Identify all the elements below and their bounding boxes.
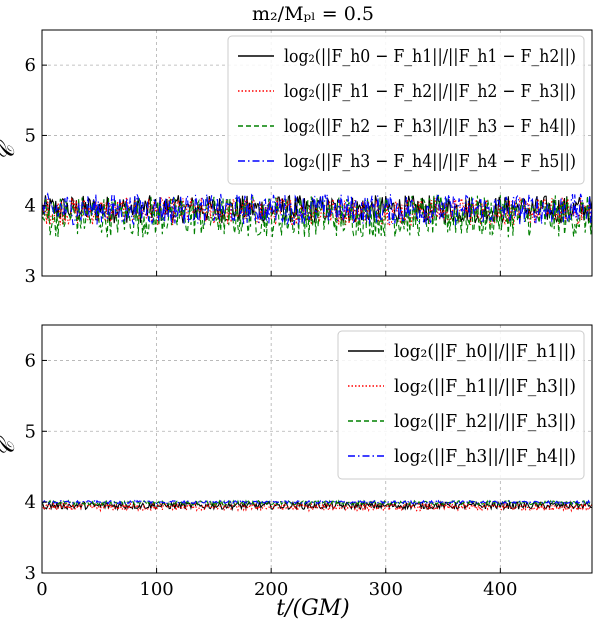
legend: log₂(||F_h0 − F_h1||/||F_h1 − F_h2||)log… (227, 35, 585, 185)
legend-label-1: log₂(||F_h0 − F_h1||/||F_h1 − F_h2||) (284, 46, 576, 67)
legend-label-4: log₂(||F_h3 − F_h4||/||F_h4 − F_h5||) (284, 151, 576, 172)
y-tick-label: 5 (25, 421, 36, 442)
y-axis-label: 𝒞 (0, 435, 20, 457)
legend-label-3: log₂(||F_h2 − F_h3||/||F_h3 − F_h4||) (284, 116, 576, 137)
y-tick-label: 4 (25, 492, 36, 513)
y-tick-label: 4 (25, 196, 36, 217)
y-axis-label: 𝒞 (0, 139, 20, 161)
legend-label-2: log₂(||F_h1||/||F_h3||) (394, 376, 576, 397)
legend-label-4: log₂(||F_h3||/||F_h4||) (394, 446, 576, 467)
series-line-2 (42, 501, 592, 513)
series-line-4 (42, 192, 592, 227)
x-tick-label: 400 (483, 579, 517, 600)
y-tick-label: 6 (25, 350, 36, 371)
plot-frame (41, 29, 593, 277)
figure-title: m₂/Mₚₗ = 0.5 (252, 3, 374, 25)
x-tick-label: 200 (254, 579, 288, 600)
x-tick-label: 100 (139, 579, 173, 600)
legend-label-1: log₂(||F_h0||/||F_h1||) (394, 341, 576, 362)
legend-box (227, 35, 585, 185)
series-line-4 (42, 499, 592, 505)
x-tick-label: 0 (36, 579, 47, 600)
y-tick-label: 3 (25, 266, 36, 287)
legend-label-2: log₂(||F_h1 − F_h2||/||F_h2 − F_h3||) (284, 81, 576, 102)
y-tick-label: 6 (25, 55, 36, 76)
x-axis-label: t/(GM) (276, 596, 350, 621)
legend-label-3: log₂(||F_h2||/||F_h3||) (394, 411, 576, 432)
y-tick-label: 3 (25, 563, 36, 584)
top-panel: 3 4 5 6 𝒞log₂(||F_h0 − F_h1||/||F_h1 − F_h2|… (0, 29, 593, 287)
y-tick-label: 5 (25, 125, 36, 146)
legend-box (337, 330, 585, 480)
series-line-3 (42, 194, 592, 238)
legend: log₂(||F_h0||/||F_h1||) log₂(||F_h1||/||F… (337, 330, 585, 480)
bottom-panel: 0 100 200 300 400 3 4 5 6 𝒞log₂(||F_h0||/||F_h1||… (0, 324, 593, 600)
x-tick-label: 300 (369, 579, 403, 600)
plot-frame (41, 324, 593, 574)
